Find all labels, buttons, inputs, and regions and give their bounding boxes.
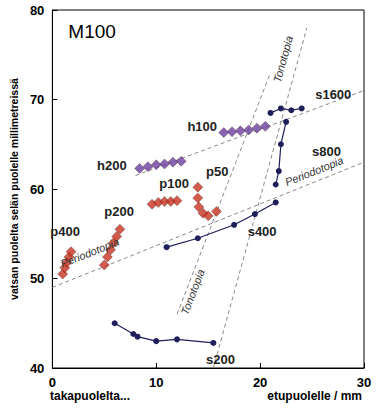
- svg-text:80: 80: [30, 3, 44, 18]
- svg-text:takapuolelta...: takapuolelta...: [50, 389, 130, 403]
- svg-text:40: 40: [30, 361, 44, 376]
- svg-text:Periodotopia: Periodotopia: [283, 154, 345, 188]
- svg-text:etupuolelle / mm: etupuolelle / mm: [267, 389, 362, 403]
- svg-text:h200: h200: [97, 158, 127, 173]
- svg-text:s400: s400: [248, 224, 277, 239]
- svg-text:s800: s800: [312, 143, 341, 159]
- svg-text:s200: s200: [206, 352, 235, 367]
- svg-text:s1600: s1600: [315, 87, 351, 102]
- svg-text:Tonotopia: Tonotopia: [271, 35, 295, 84]
- svg-text:Periodotopia: Periodotopia: [59, 235, 121, 269]
- svg-text:60: 60: [30, 182, 44, 197]
- svg-text:20: 20: [253, 375, 267, 390]
- svg-text:p200: p200: [104, 204, 134, 219]
- svg-text:p50: p50: [206, 164, 228, 179]
- svg-text:Tonotopia: Tonotopia: [178, 267, 206, 316]
- svg-text:M100: M100: [68, 21, 116, 42]
- svg-text:30: 30: [357, 375, 371, 390]
- svg-text:70: 70: [30, 92, 44, 107]
- svg-text:p400: p400: [50, 224, 80, 239]
- svg-text:0: 0: [49, 375, 56, 390]
- svg-text:vatsan puolelta selän puolelle: vatsan puolelta selän puolelle millimetr…: [8, 78, 20, 300]
- svg-text:50: 50: [30, 271, 44, 286]
- svg-text:p100: p100: [159, 176, 189, 191]
- svg-text:h100: h100: [187, 119, 217, 134]
- svg-text:10: 10: [149, 375, 163, 390]
